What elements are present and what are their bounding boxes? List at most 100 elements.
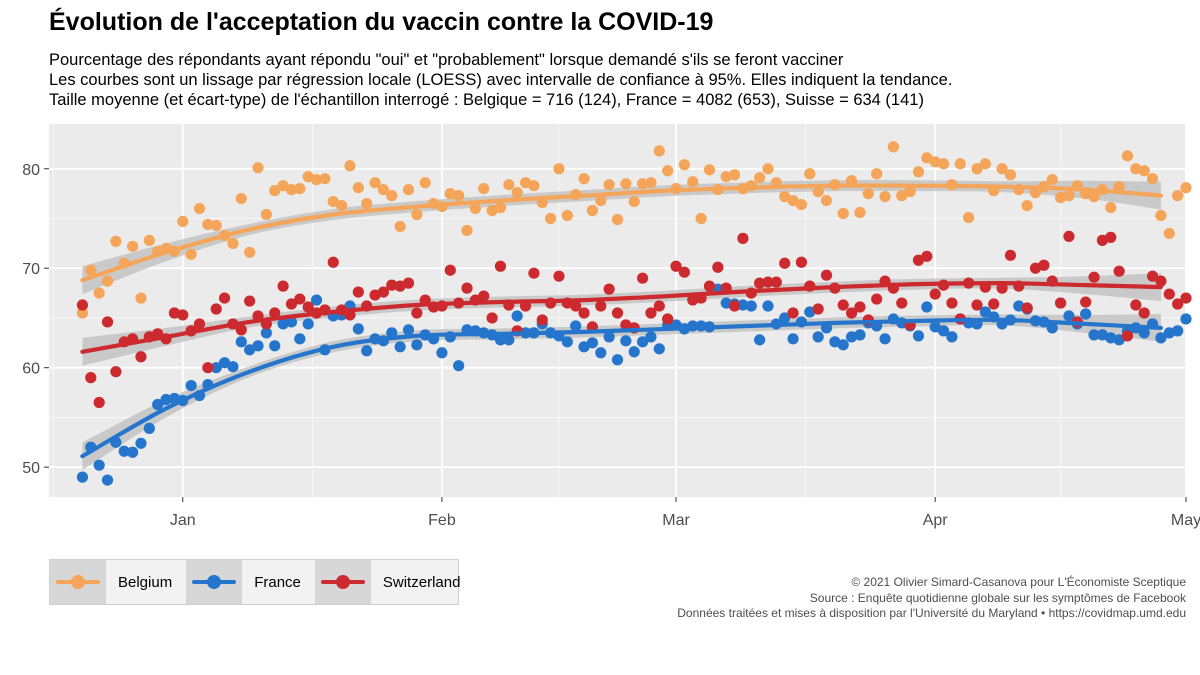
data-point-belgium [210, 219, 222, 232]
trend-line-switzerland [80, 280, 1163, 354]
data-point-switzerland [76, 299, 89, 311]
data-point-belgium [795, 198, 808, 211]
data-point-switzerland [912, 254, 925, 266]
data-point-france [1138, 327, 1150, 339]
chart-title: Évolution de l'acceptation du vaccin con… [49, 8, 714, 36]
data-point-france [436, 347, 448, 359]
data-point-belgium [369, 177, 381, 189]
data-point-belgium [996, 163, 1008, 175]
data-point-belgium [820, 194, 833, 207]
credits: © 2021 Olivier Simard-Casanova pour L'Éc… [677, 575, 1186, 622]
data-point-switzerland [795, 256, 808, 268]
legend-key-belgium [50, 560, 106, 604]
data-point-france [561, 336, 573, 348]
data-point-switzerland [703, 280, 716, 292]
data-point-france [185, 379, 197, 392]
data-point-switzerland [202, 362, 214, 374]
data-point-belgium [1063, 190, 1075, 202]
data-point-belgium [620, 178, 632, 190]
data-point-belgium [1130, 163, 1142, 175]
data-point-switzerland [486, 312, 498, 324]
data-point-switzerland [611, 307, 624, 319]
data-point-switzerland [193, 318, 206, 330]
data-point-switzerland [670, 260, 682, 272]
legend-label-france: France [254, 573, 301, 591]
data-point-belgium [1172, 190, 1184, 202]
data-point-france [611, 354, 624, 366]
data-point-france [979, 306, 991, 318]
data-point-belgium [779, 191, 791, 203]
data-point-france [645, 331, 657, 343]
data-point-belgium [929, 156, 941, 168]
data-point-switzerland [570, 300, 582, 312]
data-point-belgium [1155, 209, 1167, 222]
data-point-belgium [912, 166, 925, 178]
data-point-belgium [804, 168, 816, 180]
data-point-switzerland [444, 264, 456, 276]
data-point-belgium [662, 165, 674, 177]
data-point-france [946, 331, 958, 343]
data-point-france [361, 345, 373, 357]
data-point-switzerland [1130, 299, 1142, 311]
data-point-france [912, 330, 925, 342]
data-point-france [620, 335, 632, 347]
data-point-france [1063, 310, 1075, 322]
data-point-switzerland [235, 324, 247, 336]
data-point-belgium [636, 178, 649, 190]
data-point-france [218, 357, 231, 369]
data-point-france [210, 362, 222, 374]
data-point-belgium [703, 164, 716, 176]
data-point-france [812, 331, 824, 343]
data-point-france [570, 320, 582, 332]
data-point-belgium [645, 177, 657, 189]
data-point-france [135, 437, 147, 449]
data-point-switzerland [779, 257, 791, 269]
x-tick-label: Jan [170, 512, 196, 529]
data-point-belgium [1021, 199, 1033, 212]
data-point-belgium [76, 307, 89, 319]
data-point-belgium [628, 195, 640, 208]
data-point-france [595, 347, 607, 359]
data-point-france [745, 300, 757, 312]
legend: Belgium France Switzerland [49, 559, 460, 605]
data-point-switzerland [1021, 302, 1033, 314]
data-point-france [879, 333, 891, 345]
data-point-switzerland [478, 290, 490, 302]
data-point-switzerland [411, 307, 423, 319]
data-point-france [118, 445, 130, 457]
data-point-france [937, 325, 950, 337]
x-tick-label: Feb [428, 512, 456, 529]
data-point-belgium [1105, 201, 1117, 214]
data-point-france [402, 324, 415, 336]
data-point-belgium [1029, 187, 1042, 199]
legend-label-belgium: Belgium [118, 573, 173, 591]
data-point-france [845, 331, 858, 343]
confidence-ribbon-belgium [82, 180, 1161, 295]
data-point-belgium [611, 213, 624, 226]
subtitle-line-2: Les courbes sont un lissage par régressi… [49, 71, 953, 89]
data-point-switzerland [929, 288, 941, 300]
data-point-belgium [244, 246, 256, 258]
y-tick-label: 80 [22, 162, 40, 179]
data-point-belgium [444, 188, 456, 200]
data-point-france [762, 300, 774, 312]
data-point-belgium [921, 152, 933, 164]
data-point-france [628, 346, 640, 358]
data-point-belgium [110, 235, 122, 247]
data-point-france [636, 336, 649, 348]
data-point-france [921, 301, 933, 313]
data-point-switzerland [896, 297, 908, 309]
data-point-switzerland [1172, 298, 1184, 310]
data-point-france [1088, 329, 1100, 341]
data-point-belgium [177, 215, 189, 228]
trend-line-belgium [80, 183, 1163, 283]
data-point-switzerland [1054, 297, 1067, 309]
legend-key-switzerland [314, 560, 371, 604]
data-point-belgium [285, 184, 298, 196]
data-point-belgium [553, 163, 565, 175]
data-point-belgium [235, 193, 247, 205]
data-point-france [453, 360, 465, 372]
data-point-switzerland [812, 303, 824, 315]
data-point-belgium [294, 183, 306, 195]
x-tick-label: Mar [662, 512, 690, 529]
